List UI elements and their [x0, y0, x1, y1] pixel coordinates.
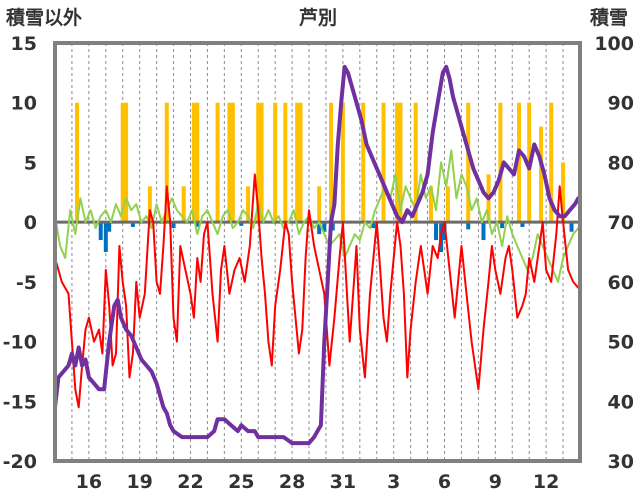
- right-tick-label: 80: [608, 152, 634, 174]
- plot-frame: [53, 41, 582, 463]
- left-tick-label: -20: [3, 451, 37, 473]
- orange-bar: [283, 102, 288, 223]
- green-series-line: [54, 149, 580, 283]
- right-tick-label: 30: [608, 451, 634, 473]
- orange-bar: [395, 102, 400, 223]
- orange-bar: [215, 102, 220, 223]
- orange-bar: [340, 102, 345, 223]
- orange-bar: [317, 186, 322, 223]
- blue-bar: [107, 222, 112, 232]
- left-tick-label: 15: [11, 33, 37, 55]
- left-tick-label: -15: [3, 391, 37, 413]
- orange-bar: [413, 102, 418, 223]
- x-tick-label: 9: [489, 471, 502, 493]
- x-tick-label: 6: [438, 471, 451, 493]
- orange-bar: [164, 102, 169, 223]
- x-tick-label: 31: [330, 471, 356, 493]
- orange-bar: [246, 186, 251, 223]
- blue-bar: [466, 222, 471, 230]
- left-tick-label: 0: [24, 212, 37, 234]
- x-tick-label: 19: [126, 471, 152, 493]
- blue-bar: [195, 222, 200, 227]
- x-tick-label: 25: [228, 471, 254, 493]
- blue-bar: [520, 222, 525, 227]
- orange-bar: [230, 102, 235, 223]
- left-tick-label: -5: [16, 272, 37, 294]
- orange-bar: [517, 102, 522, 223]
- right-tick-label: 50: [608, 332, 634, 354]
- orange-bar: [181, 186, 186, 223]
- orange-bar: [561, 162, 566, 223]
- left-tick-label: 5: [24, 152, 37, 174]
- right-axis-label: 積雪: [590, 6, 628, 29]
- blue-bar: [103, 222, 108, 252]
- orange-bar: [124, 102, 129, 223]
- left-axis-label: 積雪以外: [6, 6, 82, 29]
- blue-bar: [500, 222, 505, 229]
- x-tick-label: 22: [177, 471, 203, 493]
- orange-bar: [445, 186, 450, 223]
- blue-bar: [317, 222, 322, 235]
- plot-border: [53, 41, 582, 463]
- bar-series: [75, 102, 574, 252]
- blue-bar: [130, 222, 135, 227]
- x-tick-label: 28: [279, 471, 305, 493]
- left-tick-label: 10: [11, 93, 37, 115]
- orange-bar: [428, 186, 433, 223]
- orange-bar: [273, 102, 278, 223]
- blue-bar: [569, 222, 574, 232]
- right-tick-label: 60: [608, 272, 634, 294]
- orange-bar: [361, 102, 366, 223]
- orange-bar: [398, 102, 403, 223]
- orange-bar: [256, 102, 261, 223]
- x-tick-label: 12: [533, 471, 559, 493]
- line-series: [53, 64, 581, 446]
- x-tick-label: 3: [387, 471, 400, 493]
- orange-bar: [295, 102, 300, 223]
- right-axis-ticks: 100 90 80 70 60 50 40 30: [594, 33, 634, 473]
- orange-bar: [147, 186, 152, 223]
- right-tick-label: 70: [608, 212, 634, 234]
- orange-bar: [298, 102, 303, 223]
- temperature-line: [54, 173, 580, 409]
- orange-bar: [466, 102, 471, 223]
- orange-bar: [75, 102, 80, 223]
- left-axis-ticks: 15 10 5 0 -5 -10 -15 -20: [3, 33, 37, 473]
- x-tick-label: 16: [76, 471, 102, 493]
- blue-bar: [481, 222, 486, 241]
- orange-bar: [549, 102, 554, 223]
- orange-bar: [120, 102, 125, 223]
- chart-title: 芦別: [299, 6, 337, 29]
- x-axis-ticks: 16 19 22 25 28 31 3 6 9 12: [76, 471, 560, 493]
- orange-bar: [539, 126, 544, 223]
- left-tick-label: -10: [3, 332, 37, 354]
- orange-bar: [191, 102, 196, 223]
- blue-bar: [171, 222, 176, 229]
- orange-bar: [381, 102, 386, 223]
- right-tick-label: 90: [608, 93, 634, 115]
- blue-bar: [239, 222, 244, 226]
- blue-bar: [322, 222, 327, 232]
- right-tick-label: 40: [608, 391, 634, 413]
- snow-depth-line: [53, 64, 581, 446]
- vertical-gridlines: [54, 43, 564, 461]
- blue-bar: [98, 222, 103, 241]
- orange-bar: [329, 102, 334, 223]
- orange-bar: [227, 102, 232, 223]
- orange-bar: [195, 102, 200, 223]
- orange-bar: [498, 102, 503, 223]
- right-tick-label: 100: [594, 33, 634, 55]
- blue-bar: [371, 222, 376, 229]
- orange-bar: [259, 102, 264, 223]
- blue-bar: [434, 222, 439, 241]
